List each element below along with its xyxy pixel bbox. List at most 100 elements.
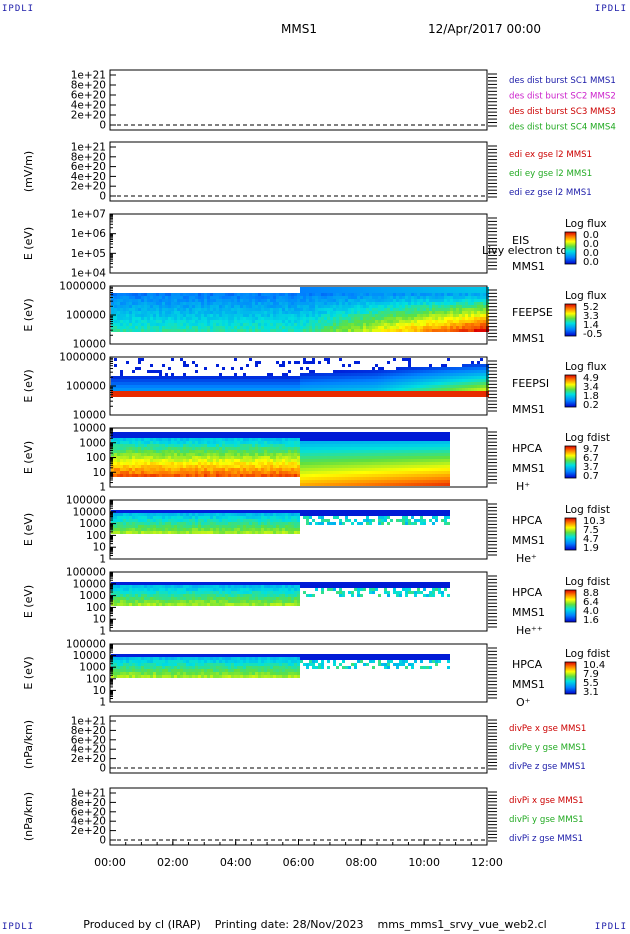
spectrogram-cell: [159, 293, 162, 296]
spectrogram-cell: [318, 471, 321, 474]
spectrogram-cell: [174, 394, 177, 397]
spectrogram-cell: [243, 326, 246, 329]
spectrogram-cell: [192, 320, 195, 323]
spectrogram-cell: [153, 323, 156, 326]
spectrogram-cell: [171, 305, 174, 308]
spectrogram-cell: [441, 329, 444, 332]
spectrogram-cell: [405, 379, 408, 382]
spectrogram-cell: [360, 326, 363, 329]
spectrogram-cell: [270, 453, 273, 456]
spectrogram-cell: [384, 450, 387, 453]
spectrogram-cell: [360, 314, 363, 317]
spectrogram-cell: [192, 329, 195, 332]
spectrogram-cell: [441, 311, 444, 314]
spectrogram-cell: [285, 465, 288, 468]
y-tick-label: 1e+07: [71, 209, 106, 221]
spectrogram-cell: [471, 299, 474, 302]
spectrogram-cell: [429, 293, 432, 296]
spectrogram-cell: [174, 465, 177, 468]
spectrogram-cell: [438, 394, 441, 397]
spectrogram-cell: [207, 394, 210, 397]
spectrogram-cell: [444, 382, 447, 385]
spectrogram-cell: [414, 441, 417, 444]
spectrogram-cell: [156, 370, 159, 373]
spectrogram-cell: [399, 311, 402, 314]
spectrogram-cell: [234, 299, 237, 302]
spectrogram-cell: [153, 385, 156, 388]
spectrogram-cell: [156, 438, 159, 441]
spectrogram-cell: [207, 447, 210, 450]
spectrogram-cell: [177, 376, 180, 379]
spectrogram-cell: [237, 462, 240, 465]
spectrogram-cell: [381, 329, 384, 332]
spectrogram-cell: [255, 379, 258, 382]
spectrogram-cell: [222, 376, 225, 379]
spectrogram-cell: [351, 326, 354, 329]
spectrogram-cell: [177, 450, 180, 453]
spectrogram-cell: [180, 379, 183, 382]
spectrogram-cell: [189, 432, 192, 435]
spectrogram-cell: [168, 326, 171, 329]
spectrogram-cell: [219, 296, 222, 299]
spectrogram-cell: [117, 435, 120, 438]
spectrogram-cell: [285, 453, 288, 456]
spectrogram-cell: [120, 435, 123, 438]
spectrogram-cell: [444, 483, 447, 486]
spectrogram-cell: [177, 296, 180, 299]
spectrogram-cell: [249, 376, 252, 379]
spectrogram-cell: [402, 459, 405, 462]
spectrogram-cell: [177, 317, 180, 320]
spectrogram-cell: [381, 462, 384, 465]
spectrogram-cell: [336, 320, 339, 323]
spectrogram-cell: [285, 391, 288, 394]
spectrogram-cell: [192, 441, 195, 444]
spectrogram-cell: [384, 474, 387, 477]
spectrogram-cell: [393, 311, 396, 314]
spectrogram-cell: [228, 317, 231, 320]
spectrogram-cell: [471, 388, 474, 391]
spectrogram-cell: [267, 391, 270, 394]
spectrogram-cell: [333, 323, 336, 326]
spectrogram-cell: [183, 447, 186, 450]
spectrogram-cell: [276, 305, 279, 308]
colorbar-tick-label: -0.5: [583, 329, 603, 340]
spectrogram-cell: [420, 370, 423, 373]
spectrogram-cell: [423, 376, 426, 379]
spectrogram-cell: [327, 317, 330, 320]
spectrogram-cell: [393, 432, 396, 435]
spectrogram-cell: [195, 385, 198, 388]
spectrogram-cell: [309, 394, 312, 397]
spectrogram-cell: [396, 296, 399, 299]
spectrogram-cell: [294, 361, 297, 364]
spectrogram-cell: [321, 376, 324, 379]
spectrogram-cell: [402, 453, 405, 456]
spectrogram-cell: [132, 370, 135, 373]
spectrogram-cell: [393, 290, 396, 293]
spectrogram-cell: [243, 432, 246, 435]
spectrogram-cell: [318, 376, 321, 379]
spectrogram-cell: [273, 296, 276, 299]
spectrogram-cell: [216, 302, 219, 305]
spectrogram-cell: [276, 329, 279, 332]
spectrogram-cell: [342, 317, 345, 320]
spectrogram-cell: [459, 373, 462, 376]
spectrogram-cell: [288, 459, 291, 462]
spectrogram-cell: [318, 477, 321, 480]
spectrogram-cell: [234, 385, 237, 388]
spectrogram-cell: [396, 477, 399, 480]
spectrogram-cell: [312, 477, 315, 480]
spectrogram-cell: [201, 329, 204, 332]
spectrogram-cell: [225, 394, 228, 397]
spectrogram-cell: [420, 435, 423, 438]
spectrogram-cell: [198, 468, 201, 471]
spectrogram-cell: [135, 441, 138, 444]
spectrogram-cell: [384, 453, 387, 456]
spectrogram-cell: [450, 314, 453, 317]
spectrogram-cell: [291, 311, 294, 314]
spectrogram-cell: [192, 293, 195, 296]
spectrogram-cell: [372, 305, 375, 308]
spectrogram-cell: [129, 432, 132, 435]
spectrogram-cell: [465, 299, 468, 302]
spectrogram-cell: [354, 388, 357, 391]
